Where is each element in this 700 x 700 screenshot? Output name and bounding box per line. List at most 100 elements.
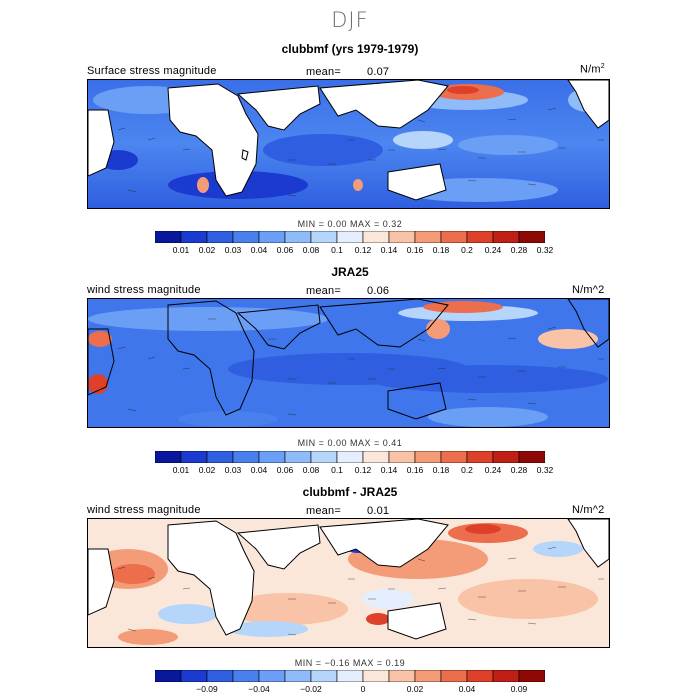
colorbar-box <box>336 670 364 682</box>
panel-3-mean-label: mean= <box>306 505 341 517</box>
colorbar-box <box>180 670 208 682</box>
panel-2-variable-label: wind stress magnitude <box>87 284 201 296</box>
colorbar-box <box>232 670 260 682</box>
colorbar-tick-label: 0.06 <box>276 245 294 255</box>
colorbar-tick-label: 0.06 <box>276 465 294 475</box>
colorbar-box <box>414 451 442 463</box>
panel-1-colorbar-ticks: 0.01 0.02 0.03 0.04 0.06 0.08 0.1 0.12 0.14 0.16 0… <box>155 245 554 257</box>
panel-1-units-sup: 2 <box>600 63 605 70</box>
colorbar-box <box>440 670 468 682</box>
colorbar-tick-label: 0.04 <box>250 465 268 475</box>
panel-3-max-label: MAX = <box>352 658 383 668</box>
colorbar-box <box>155 231 182 243</box>
colorbar-tick-label: 0.04 <box>250 245 268 255</box>
colorbar-box <box>518 231 545 243</box>
panel-2-minmax: MIN = 0.00 MAX = 0.41 <box>0 438 700 448</box>
colorbar-box <box>258 670 286 682</box>
panel-1-map <box>87 79 610 209</box>
colorbar-box <box>232 451 260 463</box>
colorbar-tick-label: 0.16 <box>406 465 424 475</box>
colorbar-box <box>466 670 494 682</box>
colorbar-box <box>310 231 338 243</box>
colorbar-tick-label: 0.01 <box>172 465 190 475</box>
colorbar-box <box>518 451 545 463</box>
colorbar-tick-label: 0.28 <box>510 245 528 255</box>
colorbar-box <box>414 670 442 682</box>
panel-3-minmax: MIN = −0.16 MAX = 0.19 <box>0 658 700 668</box>
colorbar-tick-label: 0.02 <box>406 684 424 694</box>
colorbar-box <box>155 670 182 682</box>
panel-1-min-label: MIN = <box>297 219 325 229</box>
panel-1-colorbar <box>155 231 545 243</box>
panel-1-mean-label: mean= <box>306 66 341 78</box>
panel-3-map <box>87 518 610 648</box>
colorbar-box <box>258 451 286 463</box>
colorbar-tick-label: 0.02 <box>198 465 216 475</box>
panel-2-mean-value: 0.06 <box>367 285 390 297</box>
colorbar-tick-label: 0.09 <box>510 684 528 694</box>
panel-2-map <box>87 298 610 428</box>
panel-1-units: N/m2 <box>580 63 605 76</box>
colorbar-box <box>362 451 390 463</box>
colorbar-box <box>284 670 312 682</box>
panel-1-max-value: 0.32 <box>382 219 403 229</box>
panel-2-colorbar <box>155 451 545 463</box>
colorbar-tick-label: 0.16 <box>406 245 424 255</box>
colorbar-tick-label: 0.18 <box>432 465 450 475</box>
panel-3-colorbar <box>155 670 545 682</box>
panel-3-min-value: −0.16 <box>324 658 350 668</box>
panel-3-max-value: 0.19 <box>385 658 406 668</box>
colorbar-box <box>362 670 390 682</box>
colorbar-tick-label: 0.03 <box>224 465 242 475</box>
colorbar-box <box>284 451 312 463</box>
panel-2-min-value: 0.00 <box>327 438 347 448</box>
colorbar-box <box>206 670 234 682</box>
colorbar-box <box>518 670 545 682</box>
colorbar-tick-label: 0.28 <box>510 465 528 475</box>
colorbar-box <box>492 670 520 682</box>
panel-1-max-label: MAX = <box>350 219 380 229</box>
colorbar-box <box>388 670 416 682</box>
panel-1-mean-value: 0.07 <box>367 66 390 78</box>
colorbar-box <box>206 231 234 243</box>
panel-2-max-label: MAX = <box>350 438 380 448</box>
panel-3-variable-label: wind stress magnitude <box>87 504 201 516</box>
colorbar-box <box>310 451 338 463</box>
panel-2-units: N/m^2 <box>572 284 605 296</box>
panel-2-title: JRA25 <box>331 265 369 279</box>
colorbar-box <box>258 231 286 243</box>
colorbar-tick-label: 0 <box>360 684 366 694</box>
colorbar-tick-label: 0.02 <box>198 245 216 255</box>
panel-1-variable-label: Surface stress magnitude <box>87 65 217 77</box>
panel-2-mean-label: mean= <box>306 285 341 297</box>
colorbar-tick-label: 0.04 <box>458 684 476 694</box>
colorbar-tick-label: 0.18 <box>432 245 450 255</box>
panel-1-min-value: 0.00 <box>327 219 347 229</box>
colorbar-box <box>466 451 494 463</box>
colorbar-tick-label: 0.14 <box>380 245 398 255</box>
colorbar-tick-label: 0.1 <box>331 245 343 255</box>
colorbar-tick-label: 0.03 <box>224 245 242 255</box>
panel-3-mean-value: 0.01 <box>367 505 390 517</box>
panel-2-max-value: 0.41 <box>382 438 403 448</box>
panel-1-title: clubbmf (yrs 1979-1979) <box>281 42 419 56</box>
colorbar-box <box>336 231 364 243</box>
colorbar-box <box>206 451 234 463</box>
colorbar-tick-label: −0.02 <box>300 684 322 694</box>
colorbar-tick-label: 0.12 <box>354 465 372 475</box>
colorbar-tick-label: 0.12 <box>354 245 372 255</box>
colorbar-tick-label: 0.24 <box>484 245 502 255</box>
panel-3-colorbar-ticks: −0.09 −0.04 −0.02 0 0.02 0.04 0.09 <box>155 684 545 696</box>
panel-3-units: N/m^2 <box>572 504 605 516</box>
panel-1-units-base: N/m <box>580 63 601 76</box>
season-title: DJF <box>331 8 369 32</box>
colorbar-box <box>440 231 468 243</box>
colorbar-box <box>180 451 208 463</box>
panel-3-min-label: MIN = <box>294 658 322 668</box>
colorbar-box <box>284 231 312 243</box>
colorbar-tick-label: 0.32 <box>536 465 554 475</box>
colorbar-box <box>336 451 364 463</box>
colorbar-tick-label: 0.2 <box>461 465 473 475</box>
panel-2-colorbar-ticks: 0.01 0.02 0.03 0.04 0.06 0.08 0.1 0.12 0.14 0.16 0… <box>155 465 554 477</box>
colorbar-box <box>414 231 442 243</box>
